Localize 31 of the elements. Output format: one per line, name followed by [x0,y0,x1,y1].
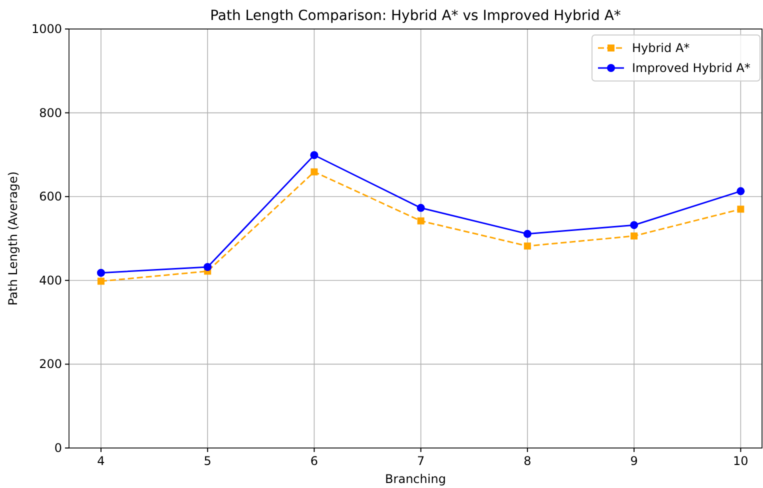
point [736,187,745,196]
point [96,268,105,277]
point [630,232,638,240]
point [310,168,318,176]
x-tick-label: 9 [630,454,638,468]
y-tick-label: 200 [39,357,62,372]
x-axis-title: Branching [385,472,446,486]
point [310,151,318,160]
point [524,242,531,250]
x-tick-label: 8 [524,454,532,468]
point [204,262,212,271]
x-tick-label: 6 [310,454,318,468]
point [737,206,744,213]
point [630,221,638,230]
y-tick-label: 600 [39,190,62,204]
legend-label: Hybrid A* [632,41,690,55]
y-axis-title: Path Length (Average) [6,171,20,306]
y-tick-label: 400 [39,273,62,288]
y-tick-label: 1000 [31,22,62,36]
point [97,278,104,285]
x-tick-label: 10 [733,454,748,468]
x-tick-label: 4 [97,454,105,468]
x-tick-label: 7 [417,454,425,468]
chart-title: Path Length Comparison: Hybrid A* vs Improved Hybrid A* [210,8,621,24]
x-tick-label: 5 [204,454,212,468]
y-tick-label: 800 [39,106,62,120]
point [523,230,532,238]
point [417,217,424,224]
legend-label: Improved Hybrid A* [632,61,750,75]
point [416,204,425,212]
y-tick-label: 0 [54,441,62,455]
